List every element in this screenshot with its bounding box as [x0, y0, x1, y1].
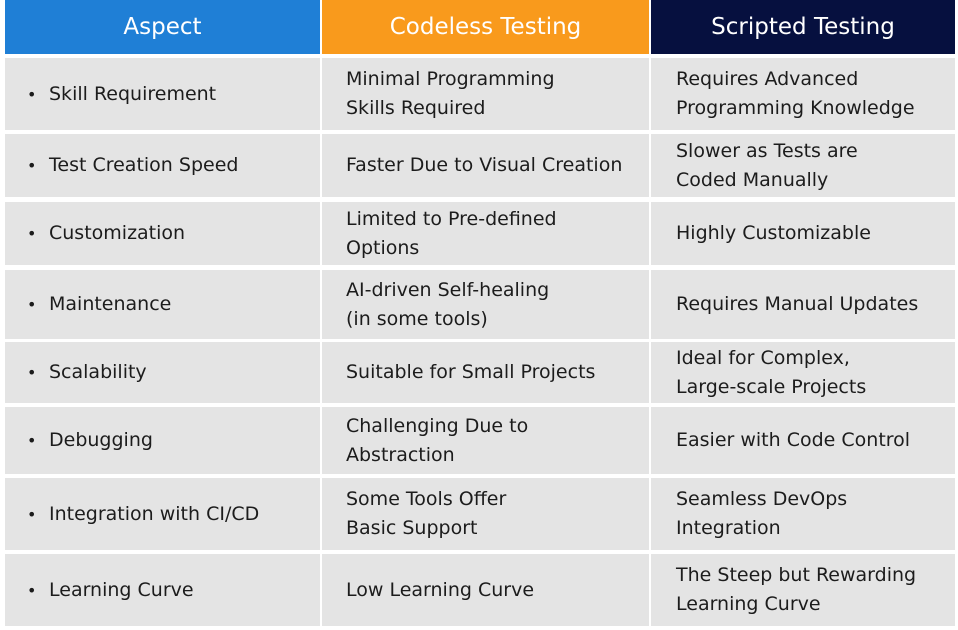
- table-row-scalability: • Scalability Suitable for Small Projects I…: [5, 342, 955, 403]
- header-aspect: Aspect: [5, 0, 320, 54]
- aspect-label: Customization: [49, 222, 186, 244]
- codeless-cell: Minimal Programming Skills Required: [322, 58, 649, 130]
- header-codeless-label: Codeless Testing: [389, 14, 582, 40]
- bullet-icon: •: [27, 363, 37, 382]
- aspect-cell: • Learning Curve: [5, 554, 320, 626]
- scripted-cell: Seamless DevOps Integration: [651, 478, 955, 550]
- aspect-cell: • Scalability: [5, 342, 320, 403]
- scripted-text: Ideal for Complex, Large-scale Projects: [676, 346, 867, 398]
- aspect-label: Integration with CI/CD: [49, 502, 260, 525]
- aspect-label: Scalability: [49, 361, 147, 383]
- table-row-maintenance: • Maintenance AI-driven Self-healing (in s…: [5, 270, 955, 339]
- codeless-text: Some Tools Offer Basic Support: [346, 488, 507, 539]
- bullet-icon: •: [27, 295, 37, 314]
- bullet-icon: •: [27, 224, 37, 243]
- aspect-cell: • Test Creation Speed: [5, 134, 320, 197]
- aspect-cell: • Debugging: [5, 407, 320, 474]
- header-aspect-label: Aspect: [123, 14, 202, 40]
- scripted-cell: Highly Customizable: [651, 202, 955, 265]
- scripted-text: Highly Customizable: [676, 222, 871, 244]
- header-row: Aspect Codeless Testing Scripted Testing: [5, 0, 955, 54]
- scripted-text: Easier with Code Control: [676, 429, 911, 451]
- aspect-label: Learning Curve: [49, 578, 194, 601]
- table-row-skill-requirement: • Skill Requirement Minimal Programming Sk…: [5, 58, 955, 130]
- table-row-integration-ci-cd: • Integration with CI/CD Some Tools Offer …: [5, 478, 955, 550]
- header-scripted: Scripted Testing: [651, 0, 955, 54]
- bullet-icon: •: [27, 431, 37, 450]
- aspect-cell: • Maintenance: [5, 270, 320, 339]
- aspect-label: Test Creation Speed: [49, 154, 239, 176]
- codeless-cell: Low Learning Curve: [322, 554, 649, 626]
- codeless-text: Suitable for Small Projects: [346, 361, 596, 383]
- table-row-test-creation-speed: • Test Creation Speed Faster Due to Visual…: [5, 134, 955, 197]
- header-scripted-label: Scripted Testing: [711, 14, 895, 40]
- scripted-cell: The Steep but Rewarding Learning Curve: [651, 554, 955, 626]
- scripted-cell: Easier with Code Control: [651, 407, 955, 474]
- bullet-icon: •: [27, 580, 37, 600]
- bullet-icon: •: [27, 84, 37, 104]
- codeless-text: AI-driven Self-healing (in some tools): [346, 278, 550, 330]
- codeless-text: Minimal Programming Skills Required: [346, 68, 555, 119]
- table-row-learning-curve: • Learning Curve Low Learning Curve The Ste…: [5, 554, 955, 626]
- table-row-customization: • Customization Limited to Pre-defined Opt…: [5, 202, 955, 265]
- scripted-text: Seamless DevOps Integration: [676, 488, 848, 539]
- aspect-label: Debugging: [49, 429, 153, 451]
- codeless-cell: Suitable for Small Projects: [322, 342, 649, 403]
- aspect-cell: • Skill Requirement: [5, 58, 320, 130]
- codeless-text: Challenging Due to Abstraction: [346, 414, 529, 466]
- codeless-text: Limited to Pre-defined Options: [346, 207, 557, 259]
- codeless-cell: Some Tools Offer Basic Support: [322, 478, 649, 550]
- aspect-label: Skill Requirement: [49, 82, 217, 105]
- codeless-text: Faster Due to Visual Creation: [346, 154, 623, 176]
- codeless-cell: Faster Due to Visual Creation: [322, 134, 649, 197]
- scripted-text: The Steep but Rewarding Learning Curve: [676, 564, 917, 615]
- bullet-icon: •: [27, 156, 37, 175]
- header-codeless: Codeless Testing: [322, 0, 649, 54]
- aspect-cell: • Customization: [5, 202, 320, 265]
- scripted-cell: Requires Manual Updates: [651, 270, 955, 339]
- scripted-text: Slower as Tests are Coded Manually: [676, 139, 858, 191]
- codeless-text: Low Learning Curve: [346, 578, 535, 601]
- bullet-icon: •: [27, 504, 37, 524]
- scripted-cell: Ideal for Complex, Large-scale Projects: [651, 342, 955, 403]
- aspect-cell: • Integration with CI/CD: [5, 478, 320, 550]
- codeless-cell: AI-driven Self-healing (in some tools): [322, 270, 649, 339]
- scripted-cell: Requires Advanced Programming Knowledge: [651, 58, 955, 130]
- codeless-cell: Challenging Due to Abstraction: [322, 407, 649, 474]
- scripted-text: Requires Manual Updates: [676, 293, 919, 315]
- aspect-label: Maintenance: [49, 293, 172, 315]
- codeless-cell: Limited to Pre-defined Options: [322, 202, 649, 265]
- table-row-debugging: • Debugging Challenging Due to Abstraction…: [5, 407, 955, 474]
- scripted-text: Requires Advanced Programming Knowledge: [676, 68, 915, 119]
- scripted-cell: Slower as Tests are Coded Manually: [651, 134, 955, 197]
